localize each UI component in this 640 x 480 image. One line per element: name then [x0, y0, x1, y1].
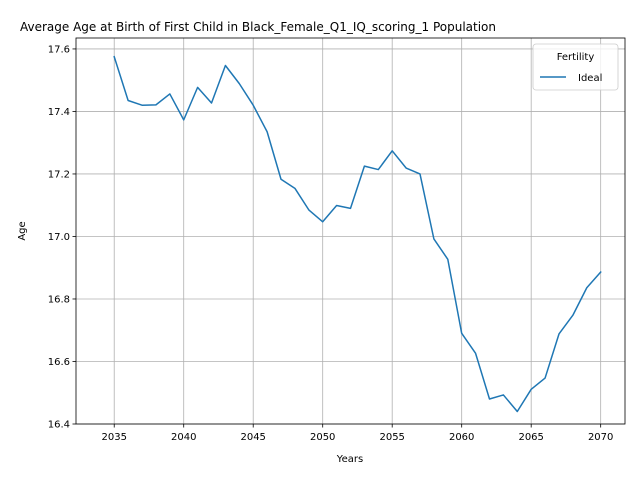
y-tick-label: 17.6 — [48, 44, 70, 55]
x-tick-label: 2065 — [518, 432, 543, 443]
x-axis-title: Years — [336, 454, 363, 465]
chart-title: Average Age at Birth of First Child in B… — [20, 20, 496, 34]
x-tick-label: 2035 — [101, 432, 126, 443]
x-axis: 2035 2040 2045 2050 2055 2060 2065 2070 — [101, 424, 613, 443]
x-tick-label: 2040 — [171, 432, 196, 443]
x-tick-label: 2055 — [379, 432, 404, 443]
x-tick-label: 2050 — [310, 432, 335, 443]
x-tick-label: 2060 — [449, 432, 474, 443]
y-tick-label: 16.4 — [48, 420, 70, 431]
legend-box — [532, 43, 619, 91]
series-layer — [113, 55, 602, 413]
x-tick-label: 2045 — [240, 432, 265, 443]
legend-title: Fertility — [557, 52, 595, 63]
plot-area-frame — [75, 37, 626, 425]
y-tick-label: 17.0 — [48, 232, 70, 243]
legend: Fertility Ideal — [532, 43, 619, 91]
y-axis: 16.4 16.6 16.8 17.0 17.2 17.4 17.6 — [48, 44, 76, 431]
y-axis-title: Age — [17, 221, 28, 240]
y-tick-label: 17.4 — [48, 107, 70, 118]
series-line-ideal — [113, 55, 602, 413]
legend-label: Ideal — [578, 73, 602, 84]
x-tick-label: 2070 — [588, 432, 613, 443]
y-tick-label: 17.2 — [48, 169, 70, 180]
y-tick-label: 16.6 — [48, 357, 70, 368]
y-tick-label: 16.8 — [48, 294, 70, 305]
